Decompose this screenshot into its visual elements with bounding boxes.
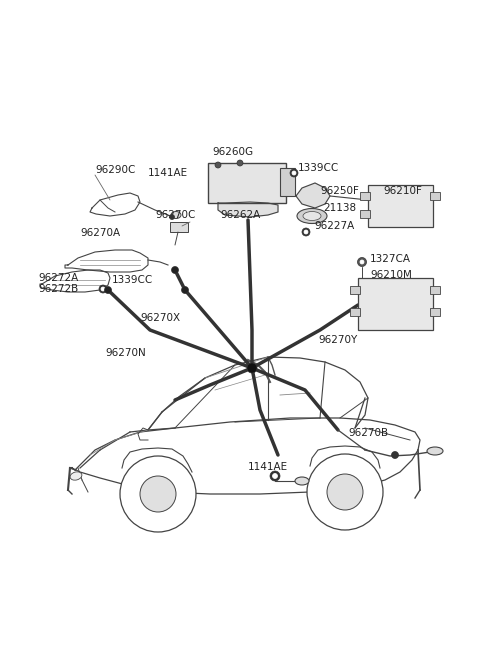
Bar: [280, 168, 295, 196]
Circle shape: [360, 260, 364, 264]
Bar: [430, 308, 440, 316]
Text: 96210M: 96210M: [370, 270, 412, 280]
Text: 1141AE: 1141AE: [148, 168, 188, 178]
Ellipse shape: [295, 477, 309, 485]
Text: 96250F: 96250F: [320, 186, 359, 196]
Circle shape: [327, 474, 363, 510]
Text: 1339CC: 1339CC: [112, 275, 153, 285]
Circle shape: [273, 474, 277, 479]
Circle shape: [171, 267, 179, 274]
Circle shape: [392, 451, 398, 458]
Text: 96270Y: 96270Y: [318, 335, 357, 345]
Text: 96262A: 96262A: [220, 210, 260, 220]
Bar: [368, 185, 433, 227]
Circle shape: [99, 285, 107, 293]
Ellipse shape: [303, 212, 321, 221]
Circle shape: [105, 286, 111, 293]
Text: 96270B: 96270B: [348, 428, 388, 438]
Circle shape: [169, 214, 175, 219]
Text: 96227A: 96227A: [314, 221, 354, 231]
Text: 1339CC: 1339CC: [298, 163, 339, 173]
Text: 96272B: 96272B: [38, 284, 78, 294]
Circle shape: [237, 160, 243, 166]
Circle shape: [181, 286, 189, 293]
Text: 96270X: 96270X: [140, 313, 180, 323]
Circle shape: [247, 363, 257, 373]
Ellipse shape: [70, 472, 82, 480]
Circle shape: [140, 476, 176, 512]
Circle shape: [292, 171, 296, 175]
Polygon shape: [218, 202, 278, 217]
Text: 1327CA: 1327CA: [370, 254, 411, 264]
Circle shape: [302, 228, 310, 236]
Ellipse shape: [171, 212, 181, 219]
Text: 21138: 21138: [323, 203, 356, 213]
Text: 1141AE: 1141AE: [248, 462, 288, 472]
Bar: [350, 286, 360, 294]
Text: 96260G: 96260G: [212, 147, 253, 157]
Bar: [170, 222, 188, 232]
Bar: [360, 210, 370, 218]
Bar: [430, 192, 440, 200]
Circle shape: [304, 230, 308, 234]
Circle shape: [101, 287, 105, 291]
Bar: [358, 278, 433, 330]
Circle shape: [120, 456, 196, 532]
Circle shape: [215, 162, 221, 168]
Circle shape: [270, 471, 280, 481]
Text: 96270N: 96270N: [105, 348, 146, 358]
Circle shape: [307, 454, 383, 530]
Text: 96270C: 96270C: [155, 210, 195, 220]
Bar: [360, 192, 370, 200]
Bar: [350, 308, 360, 316]
Text: 96270A: 96270A: [80, 228, 120, 238]
Circle shape: [358, 257, 367, 267]
Bar: [208, 163, 286, 203]
Circle shape: [290, 169, 298, 177]
Text: 96290C: 96290C: [95, 165, 135, 175]
Text: 96272A: 96272A: [38, 273, 78, 283]
Bar: [430, 286, 440, 294]
Ellipse shape: [427, 447, 443, 455]
Polygon shape: [296, 183, 330, 208]
Ellipse shape: [297, 208, 327, 223]
Text: 96210F: 96210F: [383, 186, 422, 196]
